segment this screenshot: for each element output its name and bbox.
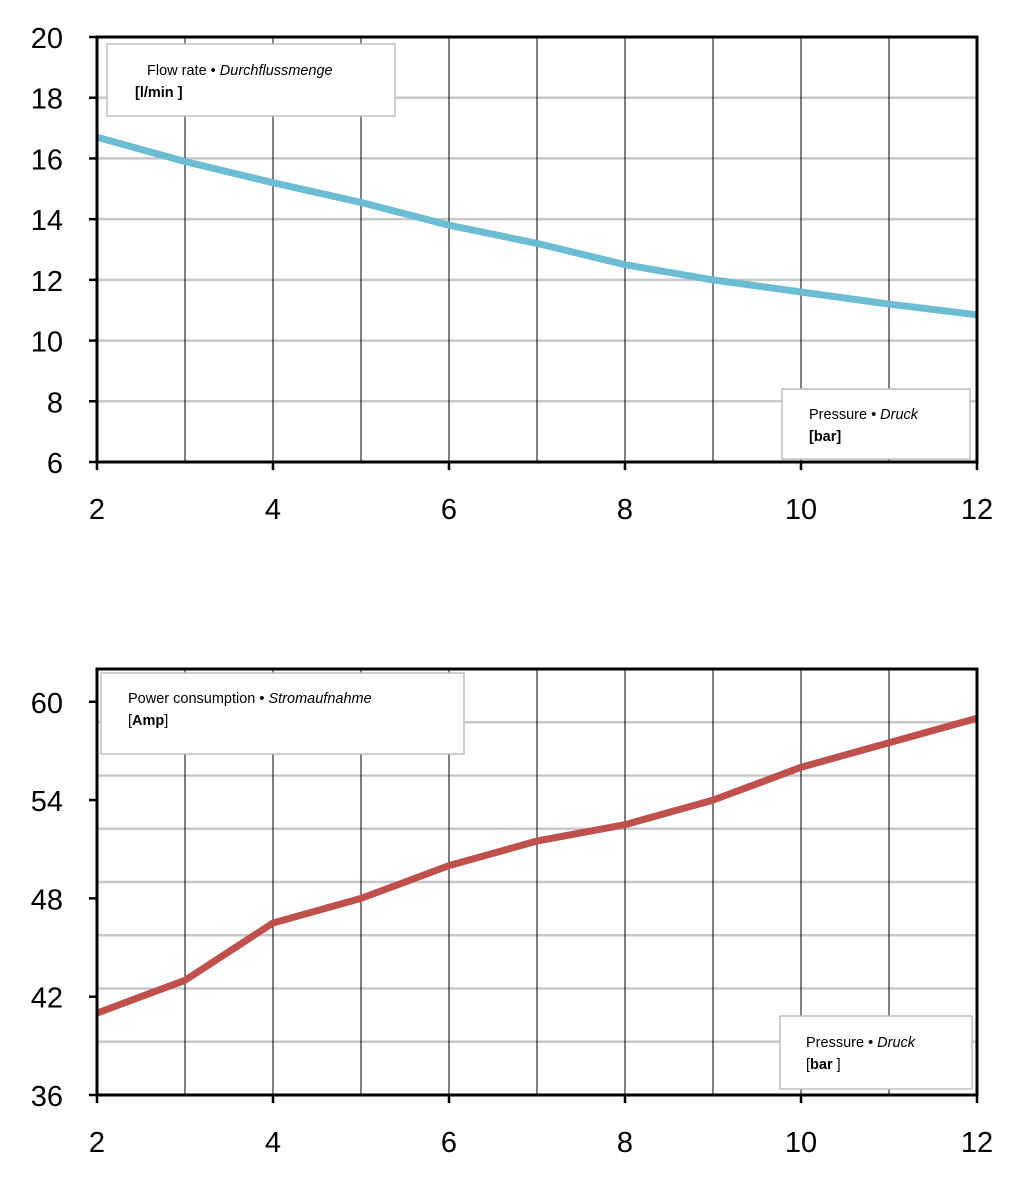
x-tick-label: 2	[89, 1127, 105, 1159]
y-tick-label: 16	[31, 144, 63, 176]
label-box-frame	[781, 388, 971, 460]
x-tick-labels: 2 4 6 8 10 12	[89, 494, 993, 526]
x-axis-title: Pressure • Druck	[806, 1035, 916, 1051]
y-axis-unit: [Amp]	[128, 713, 168, 729]
title-de: Druck	[880, 407, 919, 423]
x-tick-label: 2	[89, 494, 105, 526]
unit-close: ]	[837, 1057, 841, 1073]
title-en: Pressure	[809, 407, 867, 423]
series-line	[96, 133, 978, 319]
y-tick-label: 60	[31, 688, 63, 720]
x-tick-label: 12	[961, 494, 993, 526]
y-tick-label: 6	[47, 448, 63, 480]
x-tick-label: 12	[961, 1127, 993, 1159]
unit: bar	[810, 1057, 837, 1073]
y-axis-label-box: Flow rate • Durchflussmenge [l/min ]	[106, 43, 396, 117]
y-tick-marks	[89, 700, 97, 1097]
x-tick-label: 4	[265, 1127, 281, 1159]
x-axis-title: Pressure • Druck	[809, 407, 919, 423]
x-tick-label: 6	[441, 494, 457, 526]
x-tick-label: 10	[785, 494, 817, 526]
y-axis-label-box: Power consumption • Stromaufnahme [Amp]	[100, 672, 465, 755]
x-axis-unit: [bar]	[809, 429, 841, 445]
y-tick-label: 42	[31, 983, 63, 1015]
y-tick-label: 20	[31, 23, 63, 55]
unit: Amp	[132, 713, 164, 729]
unit-open: [	[806, 1057, 810, 1073]
power-consumption-series	[95, 714, 978, 1017]
label-box-frame	[106, 43, 396, 117]
unit-close: ]	[164, 713, 168, 729]
plot-frame	[95, 35, 979, 464]
y-axis-title: Power consumption • Stromaufnahme	[128, 691, 372, 707]
x-tick-marks	[95, 462, 979, 470]
plot-frame	[95, 667, 979, 1097]
y-tick-label: 18	[31, 84, 63, 116]
y-tick-marks	[89, 35, 97, 464]
title-de: Durchflussmenge	[220, 63, 333, 79]
title-de: Druck	[877, 1035, 916, 1051]
label-box-frame	[100, 672, 465, 755]
y-tick-label: 54	[31, 786, 63, 818]
y-tick-label: 8	[47, 387, 63, 419]
title-bullet: •	[871, 407, 876, 423]
x-tick-labels: 2 4 6 8 10 12	[89, 1127, 993, 1159]
x-tick-label: 8	[617, 1127, 633, 1159]
title-bullet: •	[259, 691, 264, 707]
y-tick-label: 14	[31, 205, 63, 237]
y-axis-title: Flow rate • Durchflussmenge	[147, 63, 333, 79]
title-en: Pressure	[806, 1035, 864, 1051]
y-tick-label: 48	[31, 884, 63, 916]
title-bullet: •	[868, 1035, 873, 1051]
flow-rate-series	[96, 133, 978, 319]
title-en: Power consumption	[128, 691, 255, 707]
unit-open: [	[128, 713, 132, 729]
x-tick-label: 6	[441, 1127, 457, 1159]
title-en: Flow rate	[147, 63, 207, 79]
series-line	[95, 714, 978, 1017]
vertical-gridlines	[184, 669, 890, 1095]
x-tick-marks	[95, 1095, 979, 1103]
y-axis-unit: [l/min ]	[135, 85, 183, 101]
y-tick-labels: 6 8 10 12 14 16 18 20	[31, 23, 63, 480]
title-de: Stromaufnahme	[268, 691, 371, 707]
x-axis-label-box: Pressure • Druck [bar ]	[779, 1015, 973, 1090]
x-axis-label-box: Pressure • Druck [bar]	[781, 388, 971, 460]
y-tick-label: 36	[31, 1081, 63, 1113]
x-tick-label: 10	[785, 1127, 817, 1159]
y-tick-label: 12	[31, 266, 63, 298]
flow-rate-chart: Flow rate • Durchflussmenge [l/min ] Pre…	[31, 23, 993, 526]
y-tick-label: 10	[31, 327, 63, 359]
x-axis-unit: [bar ]	[806, 1057, 841, 1073]
title-bullet: •	[211, 63, 216, 79]
x-tick-label: 8	[617, 494, 633, 526]
x-tick-label: 4	[265, 494, 281, 526]
power-consumption-chart: Power consumption • Stromaufnahme [Amp] …	[31, 667, 993, 1159]
y-tick-labels: 36 42 48 54 60	[31, 688, 63, 1113]
label-box-frame	[779, 1015, 973, 1090]
